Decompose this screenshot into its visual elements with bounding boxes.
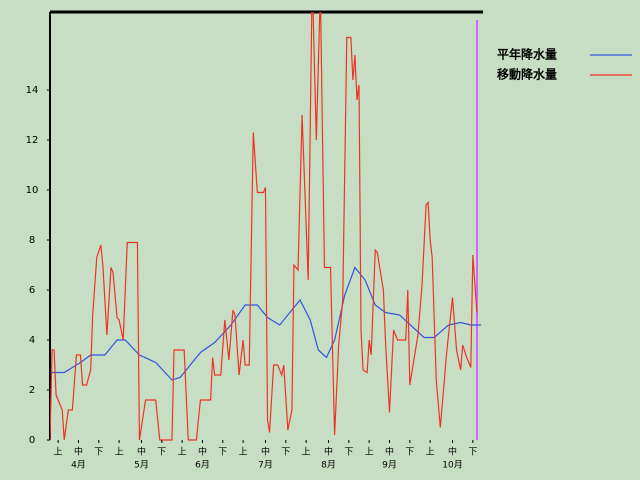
x-tick-label: 中 xyxy=(324,446,333,458)
y-tick-label: 4 xyxy=(29,335,35,346)
y-tick-label: 6 xyxy=(29,285,35,296)
x-tick-label: 中 xyxy=(198,446,207,458)
month-label: 10月 xyxy=(442,460,462,471)
series-line xyxy=(50,12,478,441)
x-tick-label: 下 xyxy=(344,448,353,458)
x-tick-label: 上 xyxy=(178,447,187,458)
month-label: 7月 xyxy=(258,460,273,471)
series-line xyxy=(52,266,481,381)
legend-label: 平年降水量 xyxy=(497,47,557,62)
month-label: 9月 xyxy=(382,460,397,471)
x-tick-label: 上 xyxy=(239,447,248,458)
x-tick-label: 上 xyxy=(302,447,311,458)
x-tick-label: 上 xyxy=(115,447,124,458)
y-tick-label: 10 xyxy=(26,185,39,196)
x-tick-label: 中 xyxy=(137,446,146,458)
x-tick-label: 下 xyxy=(468,448,477,458)
x-tick-label: 中 xyxy=(74,446,83,458)
x-tick-label: 下 xyxy=(218,448,227,458)
month-label: 6月 xyxy=(195,460,210,471)
y-tick-label: 0 xyxy=(29,435,35,446)
month-label: 5月 xyxy=(134,460,149,471)
x-tick-label: 下 xyxy=(405,448,414,458)
y-tick-label: 8 xyxy=(29,235,35,246)
y-tick-label: 2 xyxy=(29,385,35,396)
x-tick-label: 下 xyxy=(157,448,166,458)
x-tick-label: 上 xyxy=(426,447,435,458)
y-tick-label: 12 xyxy=(26,135,39,146)
x-tick-label: 上 xyxy=(54,447,63,458)
x-tick-label: 中 xyxy=(448,446,457,458)
month-label: 4月 xyxy=(71,460,86,471)
x-tick-label: 中 xyxy=(261,446,270,458)
x-tick-label: 中 xyxy=(385,446,394,458)
legend-label: 移動降水量 xyxy=(497,67,557,82)
x-tick-label: 下 xyxy=(94,448,103,458)
x-tick-label: 上 xyxy=(365,447,374,458)
plot-lines xyxy=(50,12,481,441)
y-tick-label: 14 xyxy=(26,85,39,96)
month-label: 8月 xyxy=(321,460,336,471)
x-tick-label: 下 xyxy=(281,448,290,458)
